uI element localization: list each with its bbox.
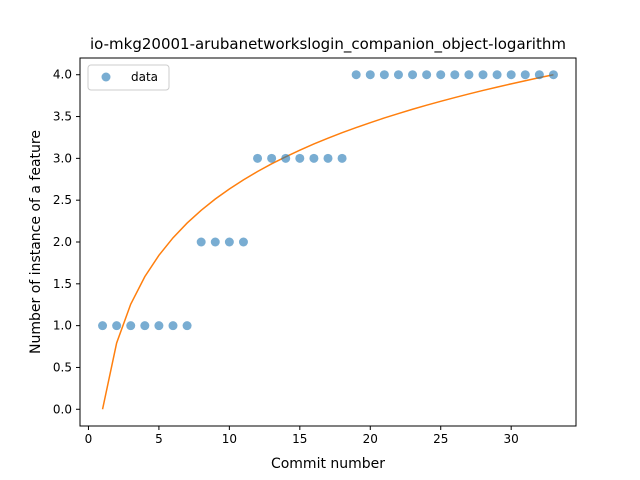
data-point bbox=[408, 70, 418, 80]
data-point bbox=[126, 321, 136, 331]
data-point bbox=[478, 70, 488, 80]
y-tick-label: 2.0 bbox=[53, 235, 72, 249]
data-point bbox=[224, 237, 234, 247]
x-tick-label: 0 bbox=[85, 432, 93, 446]
y-tick-label: 0.5 bbox=[53, 360, 72, 374]
data-point bbox=[548, 70, 558, 80]
x-tick-label: 15 bbox=[292, 432, 307, 446]
x-tick-label: 10 bbox=[222, 432, 237, 446]
series-layer bbox=[98, 70, 558, 410]
x-tick-label: 5 bbox=[155, 432, 163, 446]
plot-frame bbox=[79, 57, 577, 427]
data-point bbox=[210, 237, 220, 247]
data-point bbox=[450, 70, 460, 80]
data-point bbox=[506, 70, 516, 80]
data-point bbox=[168, 321, 178, 331]
y-tick-label: 0.0 bbox=[53, 402, 72, 416]
data-point bbox=[112, 321, 122, 331]
x-tick-label: 30 bbox=[504, 432, 519, 446]
data-point bbox=[351, 70, 361, 80]
y-axis-label: Number of instance of a feature bbox=[28, 130, 44, 354]
y-tick-label: 1.0 bbox=[53, 319, 72, 333]
data-point bbox=[365, 70, 375, 80]
fit-line bbox=[101, 73, 554, 410]
data-point bbox=[534, 70, 544, 80]
data-point bbox=[337, 153, 347, 163]
legend-label-data: data bbox=[131, 70, 158, 84]
data-point bbox=[238, 237, 248, 247]
data-point bbox=[492, 70, 502, 80]
y-tick-label: 4.0 bbox=[53, 68, 72, 82]
data-point bbox=[154, 321, 164, 331]
data-point bbox=[393, 70, 403, 80]
chart-title: io-mkg20001-arubanetworkslogin_companion… bbox=[90, 35, 566, 54]
data-point bbox=[253, 153, 263, 163]
data-point bbox=[196, 237, 206, 247]
y-tick-label: 3.0 bbox=[53, 151, 72, 165]
data-point bbox=[464, 70, 474, 80]
y-tick-label: 1.5 bbox=[53, 277, 72, 291]
data-point bbox=[323, 153, 333, 163]
x-tick-label: 25 bbox=[433, 432, 448, 446]
y-axis-ticks: 0.0 0.5 1.0 1.5 2.0 2.5 3.0 3.5 4.0 bbox=[53, 68, 80, 416]
data-point bbox=[422, 70, 432, 80]
data-point bbox=[182, 321, 192, 331]
y-tick-label: 2.5 bbox=[53, 193, 72, 207]
x-tick-label: 20 bbox=[363, 432, 378, 446]
legend-marker-data bbox=[101, 72, 111, 82]
data-point bbox=[309, 153, 319, 163]
data-point bbox=[520, 70, 530, 80]
data-point bbox=[98, 321, 108, 331]
data-point bbox=[436, 70, 446, 80]
legend: data bbox=[87, 64, 170, 91]
plot-area bbox=[80, 58, 576, 426]
y-tick-label: 3.5 bbox=[53, 110, 72, 124]
x-axis-label: Commit number bbox=[271, 456, 385, 472]
data-point bbox=[267, 153, 277, 163]
data-point bbox=[281, 153, 291, 163]
data-point bbox=[140, 321, 150, 331]
x-axis-ticks: 0 5 10 15 20 25 30 bbox=[85, 426, 519, 446]
legend-box bbox=[87, 64, 170, 91]
data-point bbox=[379, 70, 389, 80]
data-point bbox=[295, 153, 305, 163]
